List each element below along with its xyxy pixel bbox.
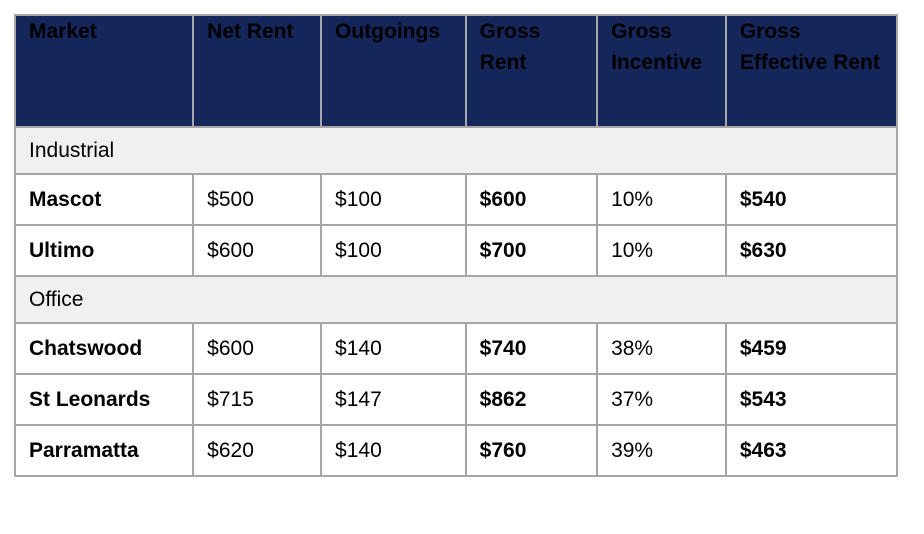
cell-gross-effective-rent: $540	[724, 173, 899, 226]
cell-gross-effective-rent: $463	[724, 424, 899, 477]
cell-gross-effective-rent: $459	[724, 322, 899, 375]
cell-gross-rent: $760	[464, 424, 599, 477]
column-header-gross-effective-rent: Gross Effective Rent	[724, 14, 899, 128]
cell-net-rent: $600	[192, 224, 323, 277]
column-header-market: Market	[13, 14, 195, 128]
cell-market: Parramatta	[13, 424, 195, 477]
column-header-outgoings: Outgoings	[320, 14, 467, 128]
cell-net-rent: $600	[192, 322, 323, 375]
cell-outgoings: $140	[320, 424, 467, 477]
cell-gross-rent: $600	[464, 173, 599, 226]
cell-gross-incentive: 37%	[596, 373, 727, 426]
cell-outgoings: $100	[320, 224, 467, 277]
table-row-st-leonards: St Leonards $715 $147 $862 37% $543	[13, 373, 899, 426]
section-label: Industrial	[14, 126, 898, 175]
cell-gross-effective-rent: $543	[724, 373, 899, 426]
cell-gross-rent: $740	[464, 322, 599, 375]
cell-outgoings: $100	[320, 173, 467, 226]
cell-market: Ultimo	[13, 224, 195, 277]
cell-gross-incentive: 38%	[596, 322, 727, 375]
cell-gross-incentive: 39%	[596, 424, 727, 477]
cell-market: Mascot	[13, 173, 195, 226]
cell-gross-effective-rent: $630	[724, 224, 899, 277]
cell-gross-rent: $700	[464, 224, 599, 277]
table-row-mascot: Mascot $500 $100 $600 10% $540	[13, 173, 899, 226]
cell-outgoings: $140	[320, 322, 467, 375]
table-body: Industrial Mascot $500 $100 $600 10% $54…	[13, 126, 899, 477]
cell-gross-incentive: 10%	[596, 173, 727, 226]
section-row-office: Office	[14, 275, 898, 324]
rent-table-container: Market Net Rent Outgoings Gross Rent Gro…	[13, 14, 899, 477]
section-label: Office	[14, 275, 898, 324]
column-header-net-rent: Net Rent	[192, 14, 323, 128]
cell-gross-incentive: 10%	[596, 224, 727, 277]
table-row-parramatta: Parramatta $620 $140 $760 39% $463	[13, 424, 899, 477]
column-header-gross-rent: Gross Rent	[464, 14, 599, 128]
column-header-gross-incentive: Gross Incentive	[596, 14, 727, 128]
rent-comparison-table: Market Net Rent Outgoings Gross Rent Gro…	[13, 14, 899, 477]
cell-market: St Leonards	[13, 373, 195, 426]
cell-market: Chatswood	[13, 322, 195, 375]
cell-outgoings: $147	[320, 373, 467, 426]
table-row-chatswood: Chatswood $600 $140 $740 38% $459	[13, 322, 899, 375]
section-row-industrial: Industrial	[14, 126, 898, 175]
cell-net-rent: $715	[192, 373, 323, 426]
cell-net-rent: $500	[192, 173, 323, 226]
table-header: Market Net Rent Outgoings Gross Rent Gro…	[13, 14, 899, 128]
cell-gross-rent: $862	[464, 373, 599, 426]
cell-net-rent: $620	[192, 424, 323, 477]
header-row: Market Net Rent Outgoings Gross Rent Gro…	[13, 14, 899, 128]
table-row-ultimo: Ultimo $600 $100 $700 10% $630	[13, 224, 899, 277]
